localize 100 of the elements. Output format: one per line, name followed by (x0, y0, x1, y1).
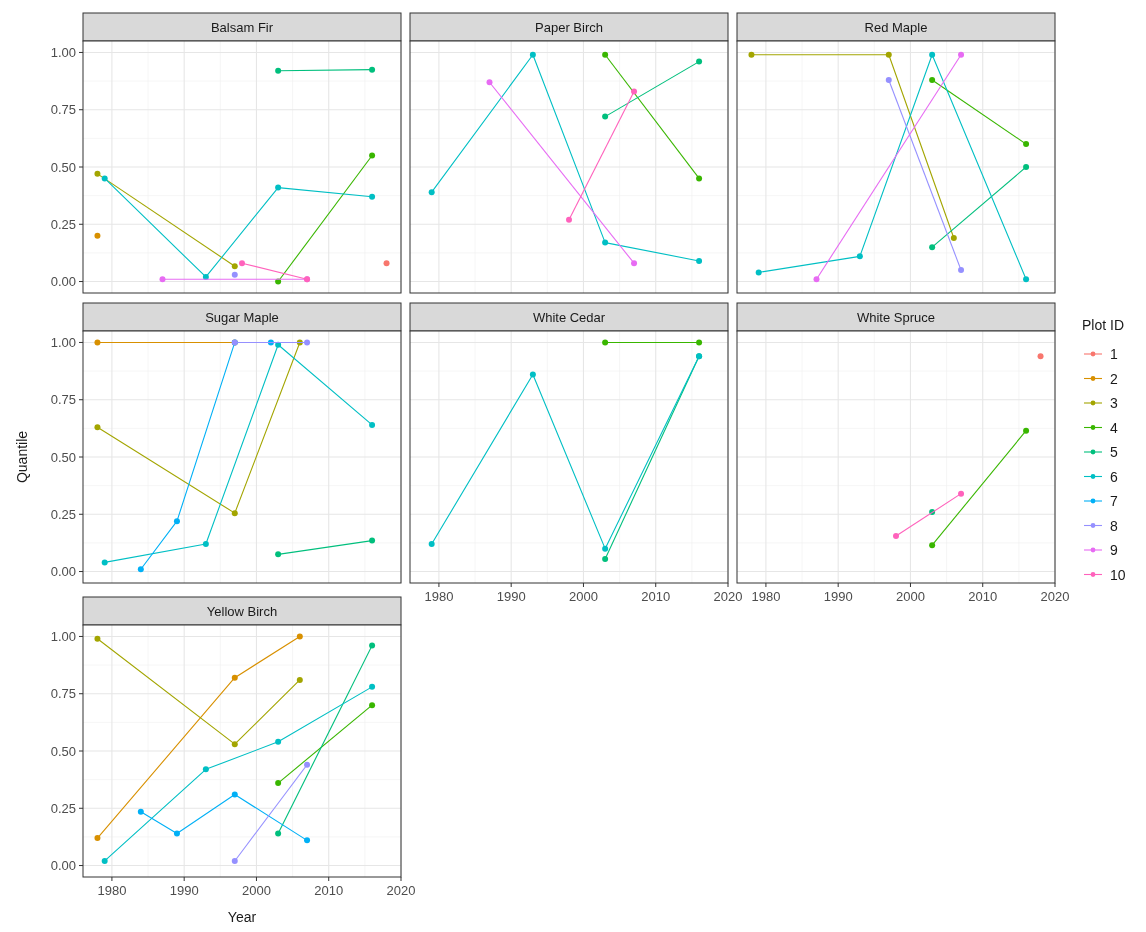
x-tick-label: 1980 (97, 883, 127, 898)
x-tick-label: 2020 (713, 589, 743, 604)
point (231, 857, 238, 864)
legend-label: 1 (1110, 346, 1118, 362)
point (275, 341, 282, 348)
point (602, 239, 609, 246)
point (950, 235, 957, 242)
point (369, 683, 376, 690)
point (231, 271, 238, 278)
point (275, 780, 282, 787)
point (529, 371, 536, 378)
x-tick-label: 2000 (895, 589, 925, 604)
point (602, 113, 609, 120)
point (231, 674, 238, 681)
y-tick-label: 1.00 (50, 334, 76, 350)
y-tick-label: 1.00 (50, 628, 76, 644)
point (929, 76, 936, 83)
legend-label: 8 (1110, 517, 1118, 534)
point (101, 857, 108, 864)
point (369, 193, 376, 200)
point (94, 635, 101, 642)
point (631, 260, 638, 267)
point (856, 253, 863, 260)
point (958, 51, 965, 58)
x-tick-label: 1980 (751, 589, 781, 604)
point (696, 339, 703, 346)
x-tick-label: 1990 (823, 589, 853, 604)
point (231, 263, 238, 270)
point (369, 642, 376, 649)
point (137, 566, 144, 573)
x-tick-label: 1990 (496, 589, 526, 604)
point (428, 541, 435, 548)
point (813, 276, 820, 283)
point (428, 189, 435, 196)
point (94, 424, 101, 431)
y-tick-label: 0.75 (50, 392, 76, 408)
point (94, 170, 101, 177)
point (202, 541, 209, 548)
point (94, 339, 101, 346)
point (755, 269, 762, 276)
legend-label: 10 (1110, 566, 1126, 583)
chart-title: Balsam Fir (210, 20, 274, 35)
point (631, 88, 638, 95)
point (929, 244, 936, 251)
point (1023, 276, 1030, 283)
y-tick-label: 0.00 (50, 274, 76, 290)
point (202, 273, 209, 280)
chart-title: White Spruce (856, 310, 936, 325)
point (94, 232, 101, 239)
y-tick-label: 1.00 (50, 44, 76, 60)
point (529, 51, 536, 58)
point (602, 51, 609, 58)
point (275, 738, 282, 745)
y-tick-label: 0.25 (50, 216, 76, 232)
point (602, 555, 609, 562)
y-tick-label: 0.50 (50, 449, 76, 465)
point (304, 339, 311, 346)
point (231, 791, 238, 798)
point (159, 276, 166, 283)
x-tick-label: 2000 (241, 883, 271, 898)
y-tick-label: 0.50 (50, 743, 76, 759)
point (296, 633, 303, 640)
point (383, 260, 390, 267)
chart-title: Sugar Maple (205, 310, 279, 325)
x-tick-label: 1980 (424, 589, 454, 604)
y-axis-title: Quantile (14, 430, 30, 484)
point (296, 676, 303, 683)
point (602, 545, 609, 552)
chart-title: White Cedar (532, 310, 606, 325)
point (1023, 164, 1030, 170)
point (275, 184, 282, 191)
point (173, 518, 180, 525)
point (369, 421, 376, 428)
x-tick-label: 2020 (386, 883, 416, 898)
point (231, 741, 238, 748)
x-tick-label: 2020 (1040, 589, 1070, 604)
x-axis-title: Year (227, 909, 257, 925)
point (275, 830, 282, 837)
chart-title: Paper Birch (535, 20, 603, 35)
legend-label: 7 (1110, 493, 1118, 509)
x-tick-label: 2010 (314, 883, 344, 898)
point (101, 559, 108, 566)
point (929, 542, 936, 549)
point (748, 51, 755, 58)
point (369, 702, 376, 709)
legend-label: 2 (1110, 370, 1118, 387)
x-tick-label: 2010 (968, 589, 998, 604)
point (231, 510, 238, 517)
point (885, 76, 892, 83)
point (239, 260, 245, 267)
x-tick-label: 2010 (641, 589, 671, 604)
point (696, 257, 703, 264)
legend-title: Plot ID (1082, 317, 1125, 333)
x-tick-label: 2000 (568, 589, 598, 604)
point (885, 51, 892, 58)
y-tick-label: 0.50 (50, 159, 76, 175)
point (369, 152, 376, 159)
point (958, 267, 965, 274)
y-tick-label: 0.75 (50, 102, 76, 118)
point (696, 175, 703, 182)
